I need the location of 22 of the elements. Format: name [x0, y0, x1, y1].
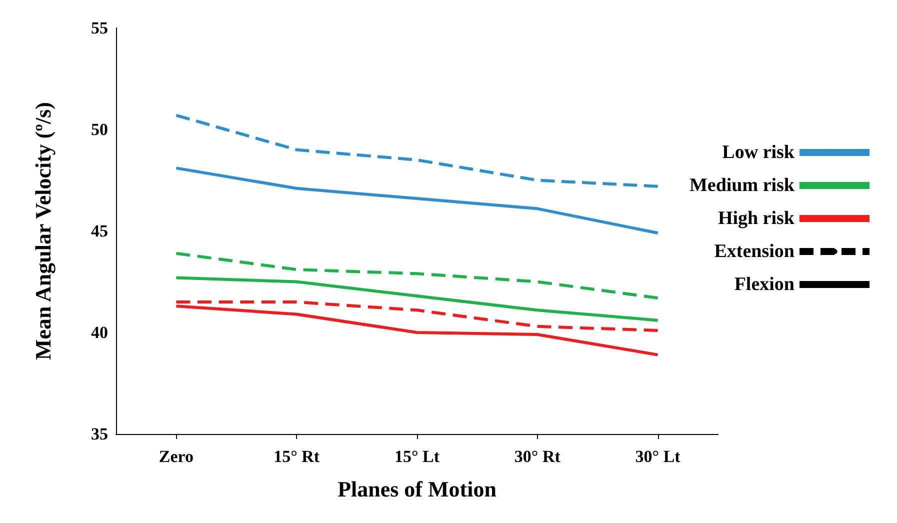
annotation: Extension [714, 241, 795, 262]
y-tick-label: 50 [91, 120, 108, 139]
x-tick-label: 15° Lt [394, 447, 440, 466]
y-axis-title: Mean Angular Velocity (º/s) [30, 102, 56, 360]
legend-label: Low risk [722, 142, 795, 163]
y-tick-label: 55 [91, 18, 108, 38]
text: Flexion [734, 274, 795, 295]
line-series [174, 276, 660, 322]
legend-label: High risk [718, 208, 795, 229]
line-series [174, 114, 660, 188]
line-series [174, 252, 660, 300]
x-tick-label: Zero [158, 447, 194, 466]
line-series [174, 166, 660, 235]
y-tick-label: 40 [91, 323, 108, 342]
x-tick-label: 15° Rt [274, 447, 320, 466]
legend-label: Medium risk [689, 175, 795, 196]
line-series [174, 304, 660, 356]
x-tick-label: 30° Rt [514, 447, 561, 466]
x-tick-label: 30° Lt [635, 447, 681, 466]
x-axis-title: Planes of Motion [338, 476, 496, 502]
y-tick-label: 45 [91, 222, 108, 240]
y-tick-label: 35 [91, 424, 108, 444]
